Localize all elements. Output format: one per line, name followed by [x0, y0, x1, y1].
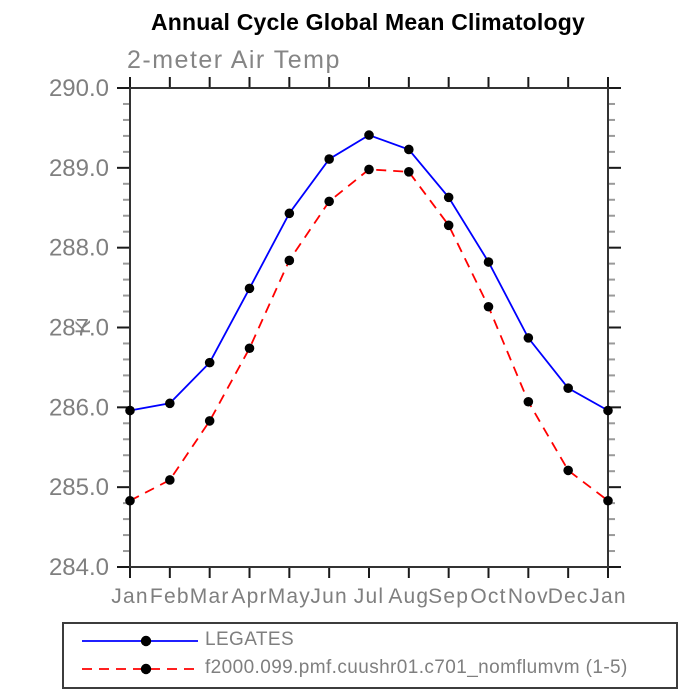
series-line-1 — [129, 168, 609, 502]
data-point-marker-s1 — [324, 196, 334, 207]
legend-line-sample-solid — [82, 635, 198, 647]
series-line-0 — [129, 134, 609, 412]
data-point-marker-s0 — [125, 405, 135, 416]
y-tick-label: 285.0 — [49, 474, 109, 501]
data-point-marker-s1 — [483, 301, 494, 312]
y-tick-label: 290.0 — [49, 75, 109, 102]
x-tick-label: Jun — [310, 585, 347, 608]
data-point-marker-s1 — [364, 164, 374, 175]
data-point-marker-s1 — [165, 475, 175, 485]
data-point-marker-s1 — [563, 465, 573, 476]
data-point-marker-s1 — [443, 220, 454, 231]
data-point-marker-s1 — [244, 343, 255, 354]
y-tick-label: 286.0 — [49, 394, 109, 421]
chart-subtitle: 2-meter Air Temp — [127, 46, 341, 74]
x-tick-label: Mar — [190, 585, 230, 608]
legend-box: LEGATES f2000.099.pmf.cuushr01.c701_nomf… — [62, 622, 678, 689]
x-tick-label: Dec — [548, 585, 589, 608]
legend-marker-dot — [140, 663, 152, 675]
plot-frame — [129, 87, 609, 568]
data-point-marker-s0 — [563, 383, 573, 393]
data-point-marker-s0 — [165, 398, 175, 409]
data-point-marker-s1 — [523, 396, 534, 407]
data-point-marker-s1 — [284, 255, 295, 266]
data-point-marker-s1 — [204, 416, 215, 426]
data-point-marker-s0 — [404, 144, 414, 155]
y-tick-label: 284.0 — [49, 554, 109, 581]
x-tick-label: May — [268, 585, 311, 608]
data-point-marker-s0 — [443, 192, 454, 203]
chart-title: Annual Cycle Global Mean Climatology — [150, 9, 586, 35]
x-tick-label: Jul — [354, 585, 384, 608]
data-point-marker-s1 — [404, 167, 414, 177]
data-point-marker-s0 — [204, 357, 215, 368]
legend-line-sample-dashed — [82, 663, 198, 675]
legend-item-f2000: f2000.099.pmf.cuushr01.c701_nomflumvm (1… — [64, 654, 676, 682]
y-tick-label: 288.0 — [49, 235, 109, 262]
data-point-marker-s1 — [125, 495, 135, 506]
data-point-marker-s0 — [364, 130, 374, 140]
legend-marker-dot — [140, 635, 152, 647]
legend-label-f2000: f2000.099.pmf.cuushr01.c701_nomflumvm (1… — [205, 657, 628, 678]
y-tick-label: 287.0 — [49, 315, 109, 342]
data-point-marker-s0 — [284, 208, 295, 219]
x-tick-label: Apr — [231, 585, 267, 608]
x-tick-label: Aug — [388, 585, 429, 608]
data-point-marker-s0 — [324, 154, 334, 164]
x-tick-label: Jan — [111, 585, 148, 608]
data-point-marker-s1 — [603, 495, 613, 506]
x-tick-label: Sep — [428, 585, 469, 608]
y-tick-label: 289.0 — [49, 155, 109, 182]
data-point-marker-s0 — [244, 283, 255, 294]
x-tick-label: Oct — [470, 585, 506, 608]
legend-label-legates: LEGATES — [205, 629, 295, 650]
x-tick-label: Jan — [589, 585, 626, 608]
data-point-marker-s0 — [523, 333, 534, 343]
data-point-marker-s0 — [603, 405, 613, 416]
x-tick-label: Feb — [150, 585, 190, 608]
x-tick-label: Nov — [508, 585, 549, 608]
legend-item-legates: LEGATES — [64, 626, 676, 654]
data-point-marker-s0 — [483, 257, 494, 267]
